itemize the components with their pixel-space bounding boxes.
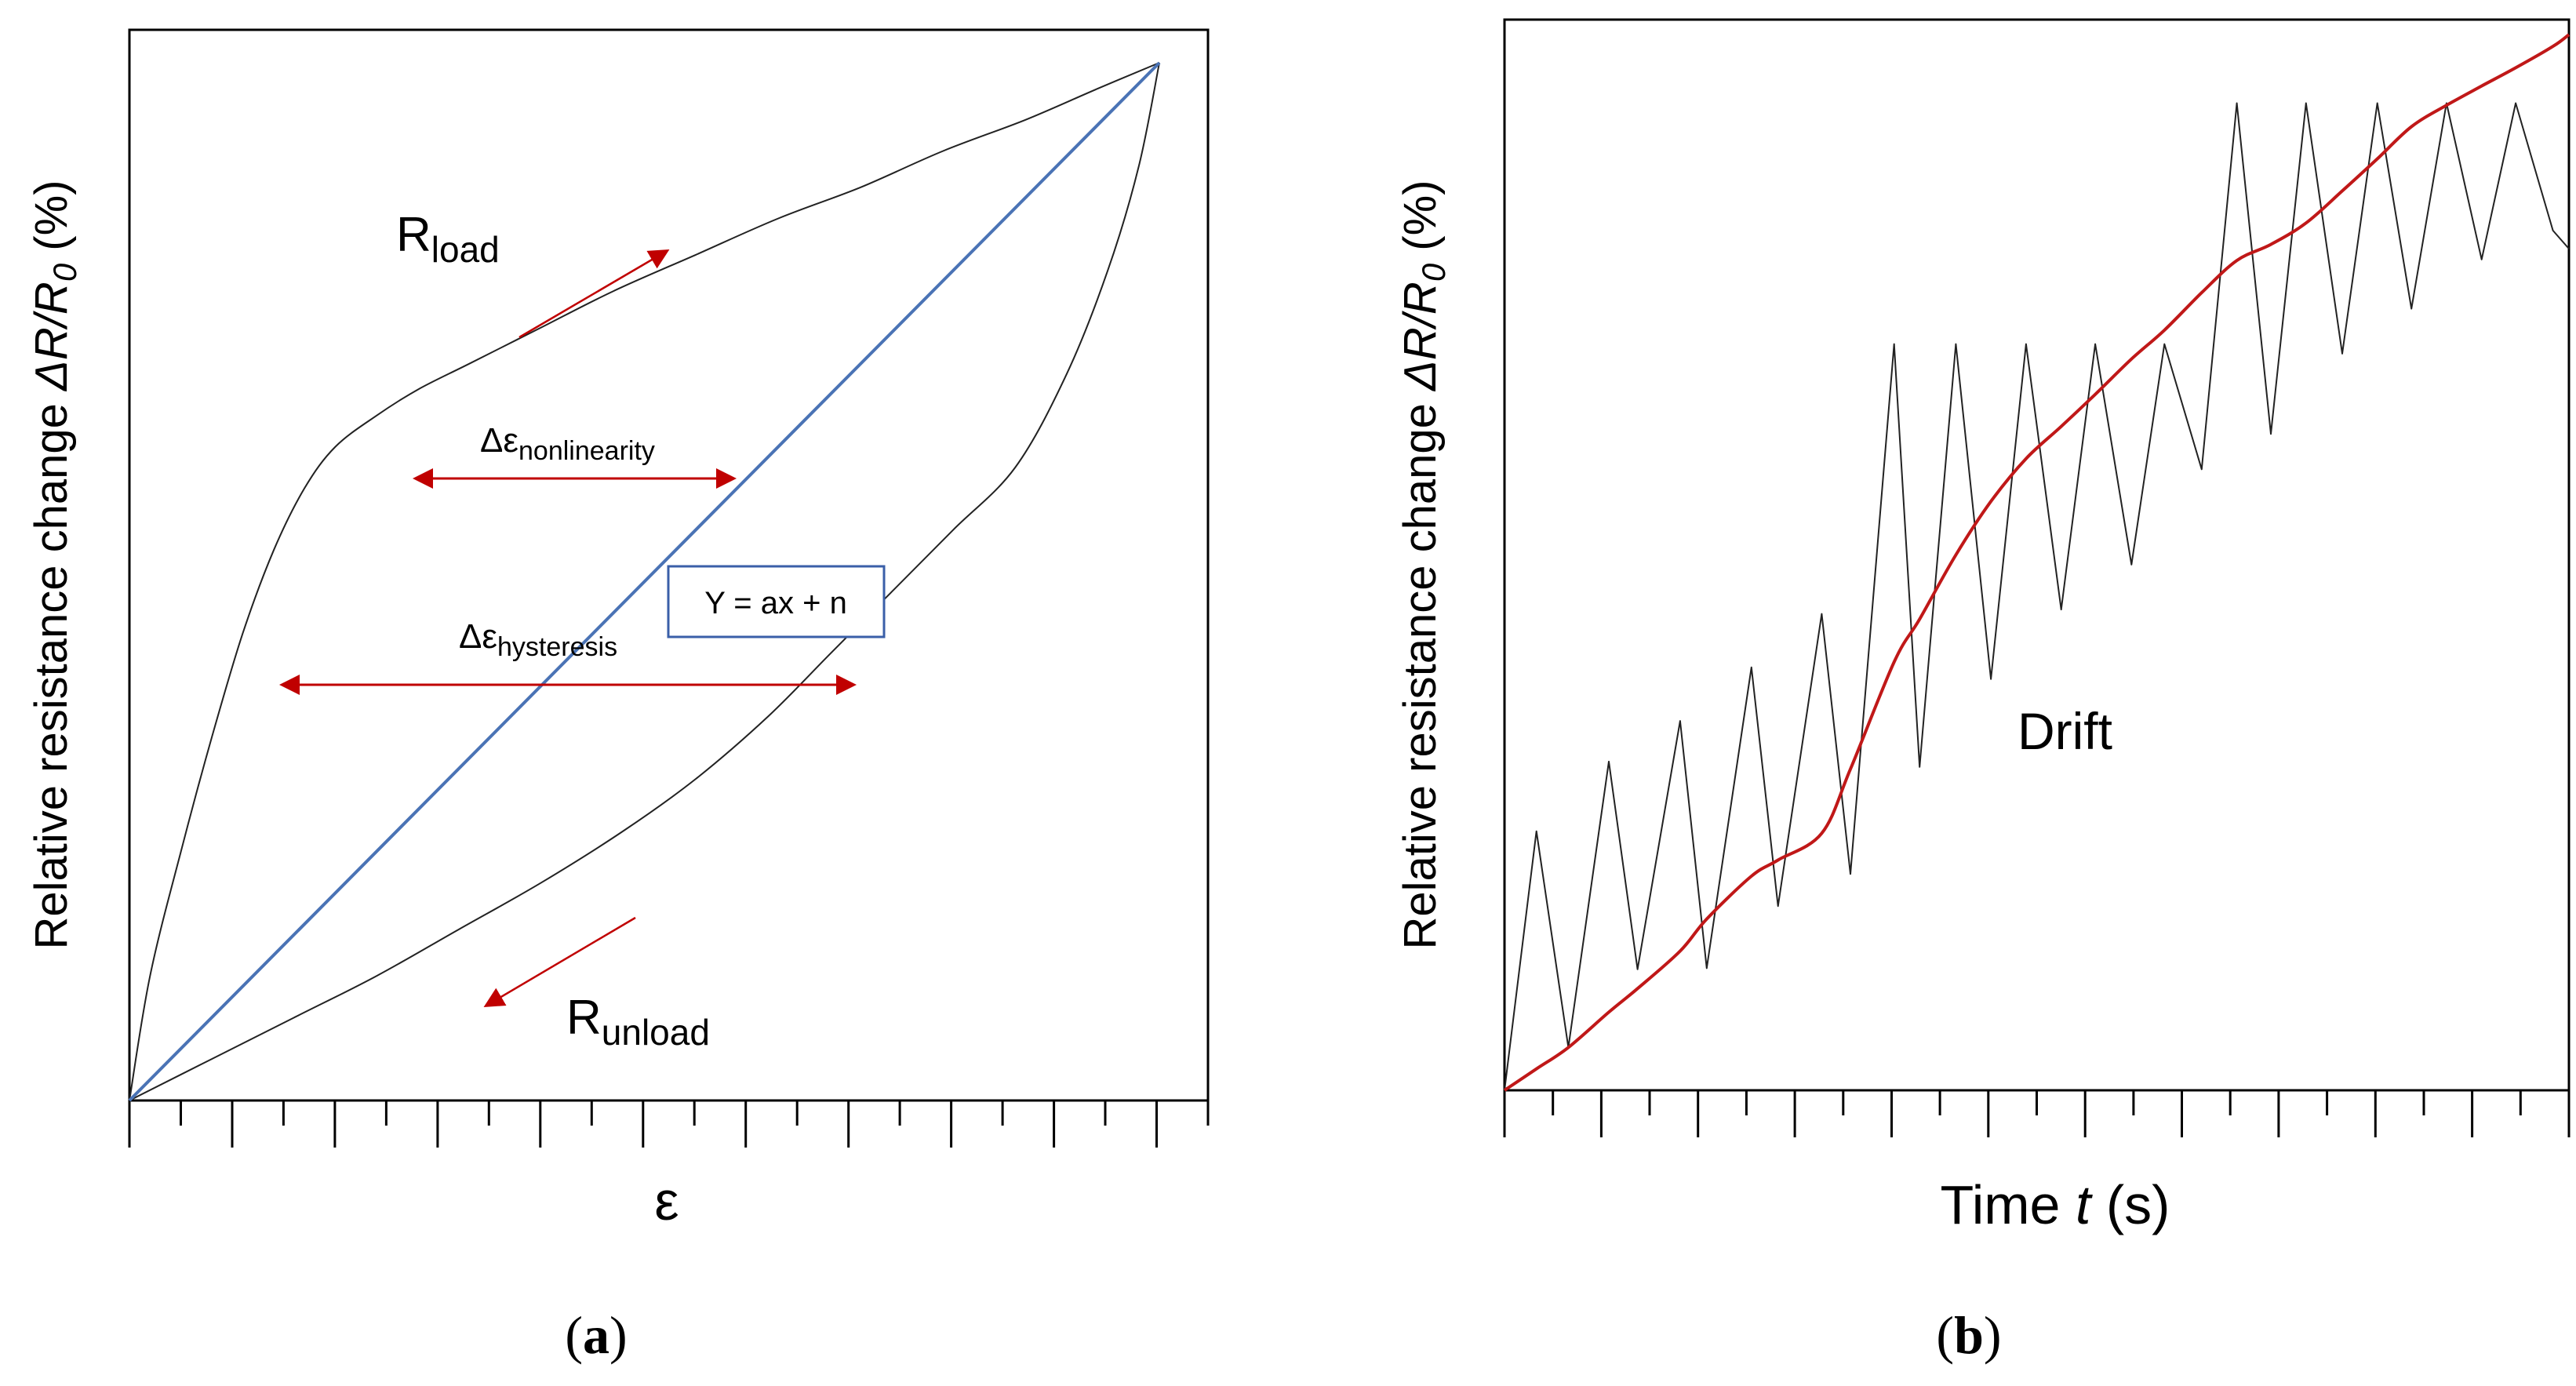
unload-direction-arrow bbox=[483, 916, 636, 1008]
panel-a: Rload Runload Δεnonlinearity Δεhysteresi… bbox=[26, 28, 1210, 1365]
panel-b-series bbox=[1503, 33, 2571, 1092]
panel-b-x-ticks bbox=[1503, 1090, 2571, 1137]
panel-a-y-axis-label: Relative resistance change ΔR/R0 (%) bbox=[26, 180, 83, 949]
series-r-unload bbox=[129, 62, 1160, 1101]
panel-a-frame bbox=[128, 28, 1210, 1102]
panel-b-frame bbox=[1503, 18, 2571, 1092]
series-drift bbox=[1503, 33, 2571, 1092]
drift-label: Drift bbox=[2018, 702, 2112, 760]
series-r-load bbox=[129, 62, 1160, 1101]
panel-b: Drift Relative resistance change ΔR/R0 (… bbox=[1395, 18, 2571, 1365]
nonlinearity-label: Δεnonlinearity bbox=[480, 421, 655, 466]
panel-b-caption: (b) bbox=[1936, 1305, 2001, 1365]
fit-equation-label: Y = ax + n bbox=[704, 586, 847, 620]
panel-a-series bbox=[128, 61, 1161, 1102]
panel-b-x-axis-label: Time t (s) bbox=[1941, 1174, 2170, 1235]
r-load-label: Rload bbox=[396, 208, 500, 270]
fit-equation-box bbox=[667, 565, 886, 638]
series-y-ax-n bbox=[128, 61, 1161, 1102]
panel-a-x-ticks bbox=[128, 1100, 1210, 1148]
panel-b-y-axis-label: Relative resistance change ΔR/R0 (%) bbox=[1395, 180, 1452, 949]
hysteresis-label: Δεhysteresis bbox=[459, 617, 617, 662]
panel-a-caption: (a) bbox=[565, 1305, 627, 1365]
panel-a-x-axis-label: ε bbox=[654, 1170, 679, 1231]
r-unload-label: Runload bbox=[566, 991, 710, 1053]
load-direction-arrow bbox=[518, 249, 670, 339]
series-response bbox=[1504, 102, 2570, 1091]
